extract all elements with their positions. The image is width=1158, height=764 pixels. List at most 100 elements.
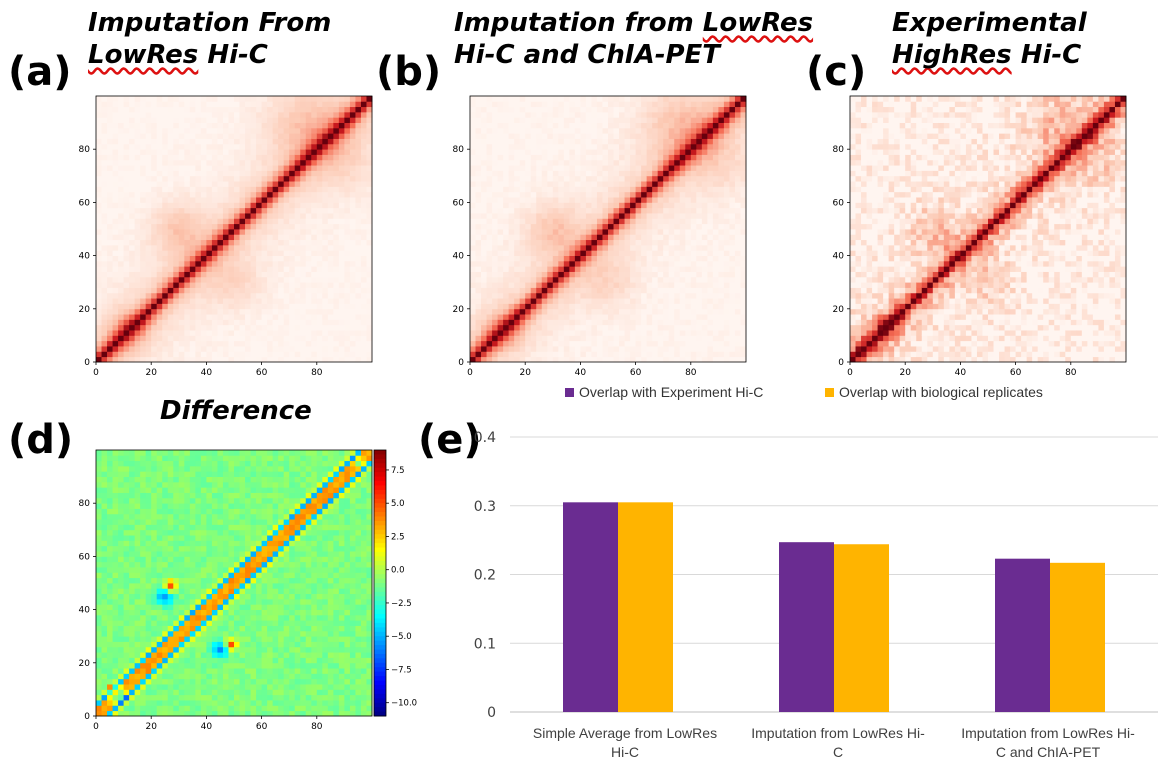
- heatmap-b-cell: [596, 101, 603, 108]
- heatmap-a-cell: [162, 191, 169, 198]
- heatmap-a-cell: [211, 138, 218, 145]
- heatmap-b-cell: [602, 122, 609, 129]
- heatmap-a-cell: [134, 186, 141, 193]
- heatmap-a-cell: [256, 324, 262, 331]
- heatmap-a-cell: [338, 127, 345, 134]
- heatmap-b-cell: [552, 170, 559, 177]
- heatmap-a-cell: [195, 133, 202, 139]
- heatmap-a-cell: [107, 287, 113, 294]
- heatmap-b-cell: [723, 122, 730, 129]
- heatmap-a-cell: [195, 117, 202, 123]
- heatmap-b-cell: [574, 149, 581, 155]
- heatmap-b-cell: [690, 170, 697, 177]
- heatmap-b-cell: [646, 111, 653, 118]
- heatmap-b-cell: [591, 170, 598, 177]
- heatmap-a-cell: [294, 250, 301, 256]
- heatmap-b-cell: [497, 159, 504, 166]
- heatmap-b-cell: [563, 298, 570, 304]
- heatmap-a-cell: [129, 133, 136, 139]
- heatmap-b-cell: [674, 239, 681, 246]
- heatmap-b-cell: [525, 101, 532, 108]
- heatmap-a-cell: [256, 314, 262, 320]
- heatmap-b-cell: [585, 234, 592, 241]
- heatmap-a-cell: [294, 351, 301, 358]
- heatmap-b-cell: [679, 266, 686, 272]
- heatmap-a-cell: [228, 197, 235, 203]
- heatmap-b-cell: [674, 117, 681, 123]
- heatmap-b-cell: [596, 319, 603, 326]
- heatmap-a-cell: [211, 234, 218, 241]
- heatmap-a-cell: [101, 346, 108, 352]
- heatmap-b-cell: [679, 191, 686, 198]
- heatmap-a-cell: [123, 96, 130, 102]
- heatmap-a-cell: [256, 292, 262, 299]
- heatmap-b-cell: [574, 159, 581, 166]
- heatmap-a-cell: [228, 181, 235, 187]
- heatmap-b-cell: [663, 191, 670, 198]
- heatmap-b-cell: [652, 207, 659, 214]
- heatmap-b-cell: [734, 271, 741, 278]
- heatmap-a-cell: [267, 287, 274, 294]
- heatmap-a-cell: [200, 229, 207, 235]
- heatmap-a-cell: [261, 159, 268, 166]
- heatmap-a-cell: [222, 197, 229, 203]
- heatmap-a-cell: [322, 340, 329, 347]
- heatmap-a-cell: [316, 175, 323, 182]
- heatmap-a-cell: [222, 218, 229, 225]
- heatmap-a-cell: [294, 202, 301, 209]
- heatmap-a-cell: [96, 207, 102, 214]
- heatmap-b-cell: [707, 165, 714, 171]
- heatmap-b-cell: [685, 229, 692, 235]
- heatmap-b-cell: [723, 335, 730, 342]
- heatmap-b-cell: [624, 250, 631, 256]
- heatmap-b-cell: [596, 197, 603, 203]
- heatmap-a-cell: [200, 197, 207, 203]
- heatmap-b-cell: [679, 324, 686, 331]
- heatmap-a-cell: [267, 223, 274, 230]
- heatmap-b-cell: [519, 260, 526, 267]
- heatmap-b-cell: [641, 154, 648, 161]
- heatmap-b-cell: [635, 335, 642, 342]
- heatmap-a-cell: [267, 266, 274, 272]
- heatmap-b-cell: [630, 133, 636, 139]
- heatmap-a-cell: [267, 255, 274, 262]
- heatmap-a-cell: [239, 207, 246, 214]
- heatmap-b-cell: [674, 149, 681, 155]
- heatmap-b-cell: [707, 239, 714, 246]
- heatmap-a-cell: [222, 96, 229, 102]
- heatmap-b-cell: [619, 213, 625, 219]
- heatmap-b-cell: [574, 298, 581, 304]
- heatmap-a-cell: [96, 159, 102, 166]
- heatmap-b-cell: [585, 138, 592, 145]
- heatmap-a-cell: [294, 282, 301, 288]
- heatmap-b-cell: [663, 335, 670, 342]
- heatmap-a-cell: [360, 234, 367, 241]
- heatmap-a-cell: [289, 340, 296, 347]
- heatmap-b-cell: [696, 122, 703, 129]
- heatmap-b-cell: [630, 138, 636, 145]
- heatmap-a-cell: [261, 165, 268, 171]
- heatmap-a-cell: [189, 106, 196, 113]
- heatmap-b-cell: [619, 255, 625, 262]
- heatmap-a-cell: [167, 106, 174, 113]
- heatmap-a-cell: [239, 255, 246, 262]
- heatmap-a-cell: [300, 239, 307, 246]
- heatmap-b-cell: [641, 266, 648, 272]
- heatmap-a-ytick-label: 0: [84, 358, 90, 368]
- heatmap-a-cell: [222, 335, 229, 342]
- heatmap-a-cell: [283, 159, 290, 166]
- heatmap-b-cell: [481, 186, 487, 193]
- heatmap-a-cell: [107, 335, 113, 342]
- heatmap-a-cell: [305, 335, 312, 342]
- heatmap-a-cell: [294, 175, 301, 182]
- heatmap-a-cell: [300, 314, 307, 320]
- heatmap-b-cell: [630, 218, 636, 225]
- heatmap-a-cell: [355, 117, 362, 123]
- heatmap-a-cell: [112, 282, 119, 288]
- heatmap-b-cell: [718, 133, 725, 139]
- heatmap-a-cell: [211, 292, 218, 299]
- heatmap-b-cell: [569, 244, 576, 251]
- heatmap-b-cell: [734, 223, 741, 230]
- heatmap-b-cell: [602, 138, 609, 145]
- heatmap-a-cell: [123, 234, 130, 241]
